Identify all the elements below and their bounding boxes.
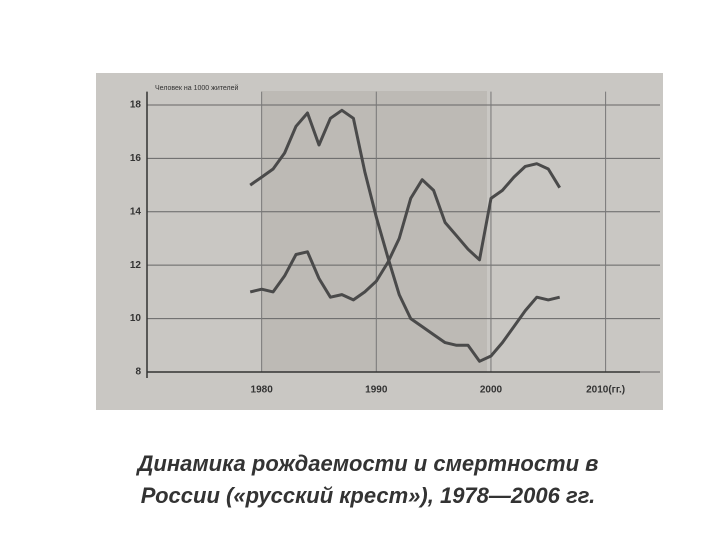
caption-line: России («русский крест»), 1978—2006 гг. [141,483,596,508]
caption-line: Динамика рождаемости и смертности в [136,451,599,476]
x-tick-label: 1990 [365,385,388,396]
y-tick-label: 16 [130,153,142,164]
x-tick-label: 2000 [480,385,503,396]
x-tick-label: 2010(гг.) [586,385,625,396]
x-tick-label: 1980 [251,385,274,396]
y-axis-label: Человек на 1000 жителей [155,84,239,92]
shaded-band [262,91,487,372]
y-tick-label: 12 [130,260,142,271]
y-tick-label: 8 [135,367,141,378]
y-tick-label: 10 [130,313,142,324]
y-tick-label: 14 [130,206,142,217]
series-line [249,162,561,302]
y-tick-label: 18 [130,100,142,111]
series-line [249,108,561,363]
